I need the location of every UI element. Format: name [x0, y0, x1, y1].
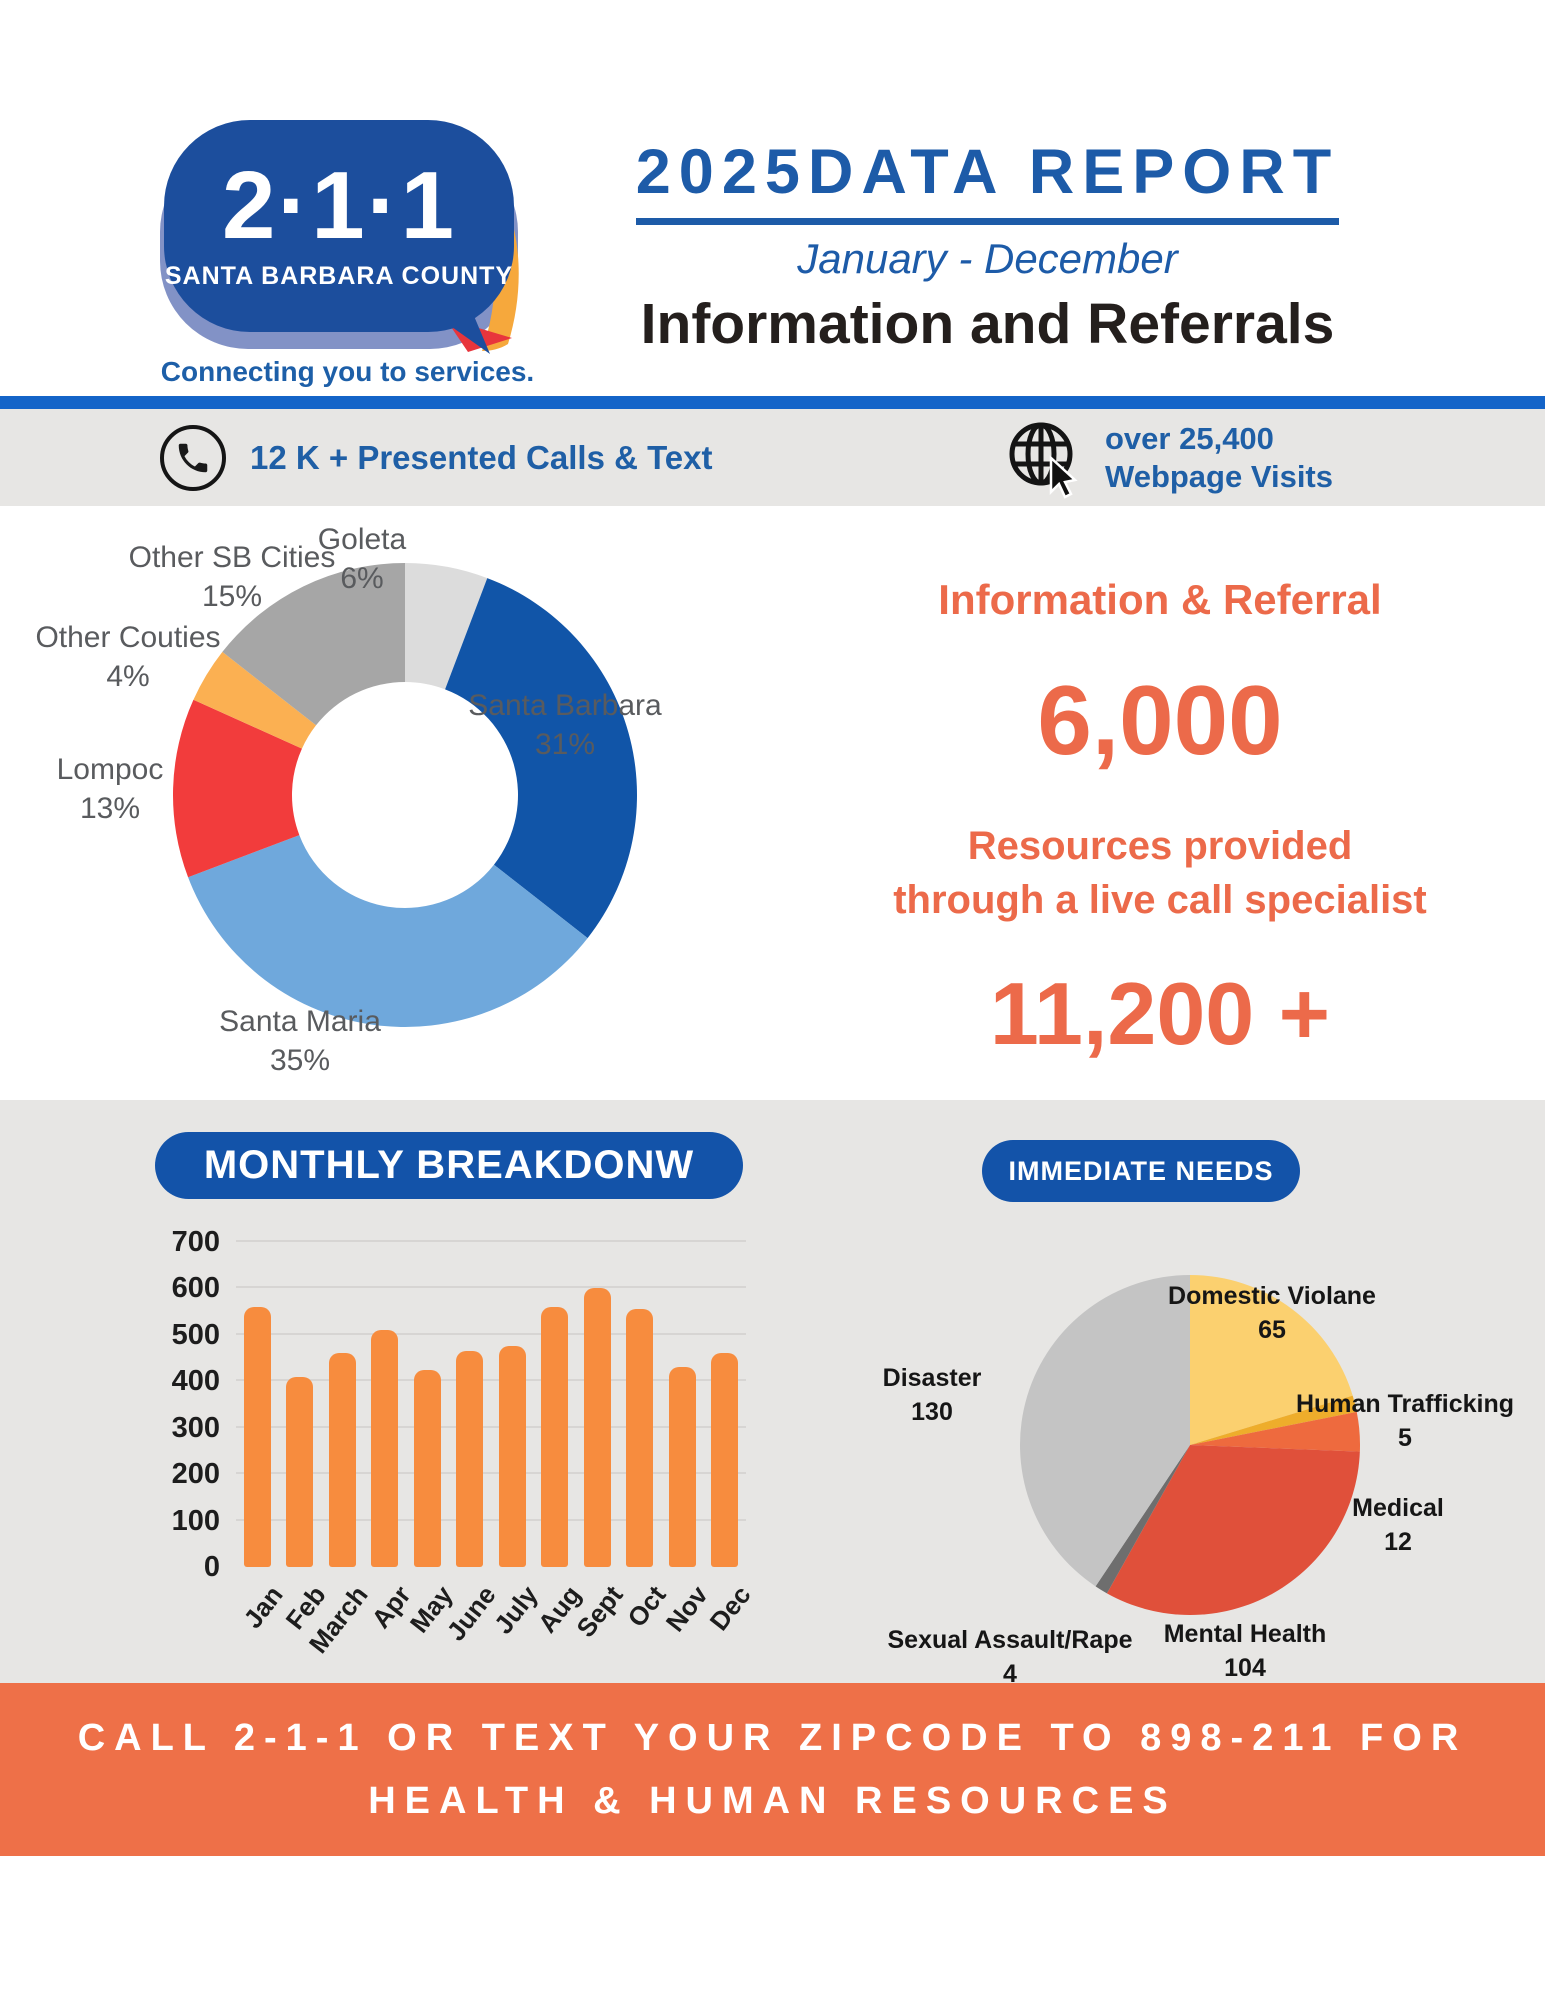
- footer-line2: HEALTH & HUMAN RESOURCES: [368, 1779, 1177, 1822]
- title-block: 2025DATA REPORT January - December Infor…: [565, 136, 1410, 357]
- gridline-200: [236, 1472, 746, 1475]
- donut-label-other-counties: Other Couties 4%: [35, 621, 221, 693]
- bar-oct: [626, 1309, 654, 1567]
- slice-santa-maria: [188, 835, 588, 1027]
- logo-text: 2·1·1 SANTA BARBARA COUNTY: [164, 110, 514, 332]
- calls-stat-text: 12 K + Presented Calls & Text: [250, 438, 713, 476]
- info-panel-description: Resources provided through a live call s…: [893, 824, 1427, 922]
- logo-tagline: Connecting you to services.: [160, 356, 535, 387]
- phone-icon-glyph: [178, 443, 208, 472]
- report-title: 2025DATA REPORT: [635, 136, 1340, 225]
- donut-label-goleta: Goleta 6%: [317, 523, 407, 595]
- ytick-100: 100: [171, 1504, 220, 1537]
- info-panel-stat1: 6,000: [1037, 665, 1283, 775]
- donut-label-santa-barbara: Santa Barbara 31%: [468, 689, 662, 761]
- footer-line1: CALL 2-1-1 OR TEXT YOUR ZIPCODE TO 898-2…: [77, 1716, 1468, 1759]
- slice-lompoc: [173, 699, 302, 878]
- info-referral-panel: Information & Referral 6,000 Resources p…: [860, 576, 1460, 1065]
- ytick-600: 600: [171, 1272, 220, 1305]
- slice-mental-health: [1106, 1445, 1360, 1615]
- 211-logo-bubble: [160, 120, 519, 354]
- gridline-100: [236, 1518, 746, 1521]
- bar-feb: [286, 1376, 314, 1567]
- report-subtitle: Information and Referrals: [640, 292, 1335, 356]
- bar-dec: [711, 1353, 739, 1567]
- slice-disaster: [1020, 1275, 1190, 1587]
- ytick-500: 500: [171, 1318, 220, 1351]
- main-section: Goleta 6% Other SB Cities 15% Other Cout…: [0, 506, 1545, 1100]
- bar-nov: [668, 1367, 696, 1567]
- phone-icon: [160, 424, 226, 491]
- pie-label-mental-health: Mental Health 104: [1163, 1620, 1327, 1682]
- slice-medical: [1190, 1411, 1360, 1452]
- slice-domestic-violane: [1190, 1275, 1353, 1445]
- bar-july: [498, 1346, 526, 1567]
- cursor-arrow: [1049, 454, 1078, 499]
- web-stat-line2: Webpage Visits: [1105, 458, 1333, 494]
- gridline-700: [236, 1240, 746, 1242]
- web-stat-text: over 25,400 Webpage Visits: [1105, 420, 1333, 494]
- stats-band: 12 K + Presented Calls & Text over 25,40…: [0, 409, 1545, 506]
- bar-june: [456, 1351, 484, 1567]
- slice-other-couties: [193, 651, 317, 749]
- bar-may: [413, 1369, 441, 1567]
- gridline-500: [236, 1332, 746, 1335]
- donut-label-other-sb-cities: Other SB Cities 15%: [128, 541, 336, 613]
- slice-santa-barbara: [445, 578, 637, 939]
- immediate-needs-header: IMMEDIATE NEEDS: [982, 1140, 1300, 1202]
- logo-bubble-tail: [428, 278, 490, 354]
- pie-label-disaster: Disaster 130: [882, 1364, 982, 1426]
- logo-region: SANTA BARBARA COUNTY: [164, 261, 514, 290]
- calls-stat: 12 K + Presented Calls & Text: [160, 409, 713, 506]
- bar-apr: [371, 1330, 399, 1567]
- donut-label-santa-maria: Santa Maria 35%: [219, 1005, 381, 1077]
- location-donut-chart: [173, 563, 637, 1027]
- slice-goleta: [405, 563, 488, 690]
- web-stat: over 25,400 Webpage Visits: [1005, 409, 1333, 506]
- info-panel-heading: Information & Referral: [938, 576, 1382, 623]
- monthly-breakdown-header: MONTHLY BREAKDONW: [155, 1132, 743, 1199]
- info-panel-stat2: 11,200 +: [989, 964, 1331, 1063]
- pie-label-sexual-assault: Sexual Assault/Rape 4: [887, 1626, 1133, 1688]
- immediate-needs-pie-chart: [1020, 1275, 1360, 1615]
- bar-chart-x-axis: Jan Feb March Apr May June July Aug Sept Oct Nov De…: [236, 1580, 757, 1670]
- bar-chart-y-axis: 0 100 200 300 400 500 600 700: [128, 1226, 220, 1583]
- slice-sexual-assault-rape: [1095, 1445, 1190, 1594]
- globe-cursor-icon: [1009, 422, 1078, 499]
- blue-divider: [0, 396, 1545, 409]
- bar-chart-plot: [236, 1240, 746, 1567]
- web-stat-line1: over 25,400: [1105, 421, 1274, 457]
- ytick-0: 0: [203, 1551, 220, 1583]
- donut-label-lompoc: Lompoc 13%: [56, 753, 164, 825]
- ytick-400: 400: [171, 1365, 220, 1398]
- gridline-300: [236, 1425, 746, 1428]
- ytick-700: 700: [171, 1226, 220, 1258]
- pie-label-domestic-violence: Domestic Violane 65: [1168, 1282, 1376, 1344]
- slice-human-trafficking: [1190, 1395, 1357, 1445]
- monthly-bar-chart: 0 100 200 300 400 500 600 700 Jan Feb March Apr May…: [128, 1226, 758, 1678]
- bar-march: [328, 1353, 356, 1567]
- footer-banner: CALL 2-1-1 OR TEXT YOUR ZIPCODE TO 898-2…: [0, 1683, 1545, 1856]
- logo-orange-tail: [450, 138, 519, 351]
- bar-aug: [541, 1307, 569, 1567]
- slice-other-sb-cities: [222, 563, 405, 726]
- 211-logo: 2·1·1 SANTA BARBARA COUNTY: [150, 110, 545, 360]
- pie-label-medical: Medical 12: [1352, 1494, 1444, 1556]
- bar-sept: [583, 1288, 611, 1567]
- bar-jan: [243, 1307, 271, 1567]
- ytick-200: 200: [171, 1458, 220, 1491]
- gridline-600: [236, 1286, 746, 1289]
- ytick-300: 300: [171, 1411, 220, 1444]
- logo-number: 2·1·1: [221, 151, 457, 259]
- pie-label-human-trafficking: Human Trafficking 5: [1295, 1390, 1515, 1452]
- logo-bubble-shape: [164, 120, 514, 332]
- charts-section: MONTHLY BREAKDONW 0 100 200 300 400 500 600 700…: [0, 1100, 1545, 1688]
- gridline-400: [236, 1379, 746, 1382]
- report-period: January - December: [797, 235, 1178, 282]
